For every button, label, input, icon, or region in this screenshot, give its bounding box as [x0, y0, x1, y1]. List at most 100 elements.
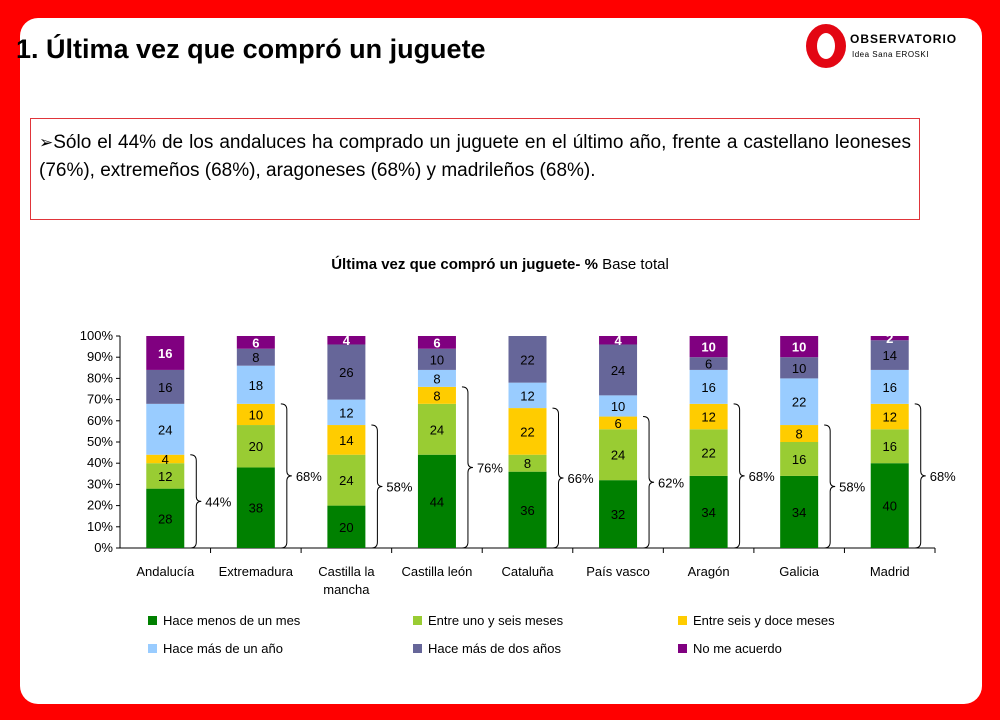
- y-tick-label: 30%: [87, 476, 113, 491]
- bar-segment: [327, 505, 366, 548]
- data-label: 6: [252, 335, 259, 350]
- x-tick-label: mancha: [323, 582, 370, 597]
- data-label: 10: [249, 407, 263, 422]
- y-tick-label: 40%: [87, 455, 113, 470]
- x-tick-label: Castilla león: [402, 564, 473, 579]
- legend-swatch: [148, 615, 157, 625]
- data-label: 6: [433, 335, 440, 350]
- bar-segment: [689, 357, 728, 370]
- legend-swatch: [678, 643, 687, 653]
- x-tick-label: Galicia: [779, 564, 820, 579]
- data-label: 20: [249, 439, 263, 454]
- x-tick-label: Andalucía: [136, 564, 195, 579]
- legend-label: No me acuerdo: [693, 640, 782, 656]
- bar-segment: [870, 336, 909, 341]
- data-label: 18: [249, 378, 263, 393]
- logo-ring-icon: [806, 24, 846, 68]
- x-tick-label: Madrid: [870, 564, 910, 579]
- data-label: 24: [158, 422, 172, 437]
- data-label: 8: [433, 388, 440, 403]
- data-label: 12: [701, 410, 715, 425]
- bar-segment: [146, 336, 185, 370]
- bar-segment: [689, 336, 728, 358]
- data-label: 16: [792, 452, 806, 467]
- year-bracket: [643, 416, 655, 549]
- bar-segment: [417, 454, 456, 548]
- x-tick-label: Aragón: [688, 564, 730, 579]
- logo-name: OBSERVATORIO: [850, 32, 958, 46]
- bar-segment: [146, 369, 185, 404]
- bar-segment: [870, 429, 909, 464]
- bar-segment: [508, 471, 547, 548]
- data-label: 22: [520, 352, 534, 367]
- data-label: 34: [701, 505, 715, 520]
- legend-label: Hace más de un año: [163, 640, 283, 656]
- data-label: 16: [882, 439, 896, 454]
- legend-label: Entre uno y seis meses: [428, 612, 564, 628]
- legend-item: Entre seis y doce meses: [678, 610, 835, 630]
- year-bracket: [824, 424, 836, 549]
- bar-segment: [870, 369, 909, 404]
- data-label: 4: [343, 333, 351, 348]
- legend-item: Hace más de un año: [148, 638, 283, 658]
- bar-segment: [599, 429, 638, 481]
- y-tick-label: 50%: [87, 434, 113, 449]
- data-label: 16: [158, 346, 172, 361]
- summary-text: Sólo el 44% de los andaluces ha comprado…: [39, 132, 911, 181]
- x-tick-label: Castilla la: [318, 564, 375, 579]
- data-label: 4: [162, 452, 169, 467]
- bar-segment: [870, 463, 909, 548]
- y-tick-label: 100%: [80, 328, 114, 343]
- legend-label: Entre seis y doce meses: [693, 612, 835, 628]
- data-label: 22: [701, 446, 715, 461]
- legend-label: Hace más de dos años: [428, 640, 561, 656]
- data-label: 10: [701, 340, 715, 355]
- y-tick-label: 0%: [94, 540, 113, 555]
- data-label: 36: [520, 503, 534, 518]
- data-label: 8: [433, 371, 440, 386]
- data-label: 6: [614, 416, 621, 431]
- bar-segment: [236, 425, 275, 468]
- chart-title-rest: Base total: [597, 256, 669, 273]
- bar-segment: [417, 348, 456, 370]
- bar-segment: [146, 488, 185, 548]
- data-label: 26: [339, 365, 353, 380]
- bracket-annotation: 44%: [205, 494, 231, 509]
- data-label: 20: [339, 520, 353, 535]
- bar-segment: [146, 454, 185, 464]
- page-title: 1. Última vez que compró un juguete: [16, 34, 486, 64]
- data-label: 10: [430, 352, 444, 367]
- year-bracket: [280, 403, 292, 549]
- logo-subtitle: Idea Sana EROSKI: [852, 50, 929, 59]
- data-label: 40: [882, 499, 896, 514]
- arrow-bullet-icon: ➢: [39, 133, 54, 152]
- bracket-annotation: 68%: [930, 469, 956, 484]
- bar-segment: [599, 480, 638, 548]
- bar-segment: [508, 408, 547, 455]
- bar-segment: [236, 403, 275, 426]
- bar-segment: [599, 416, 638, 430]
- y-tick-label: 80%: [87, 370, 113, 385]
- data-label: 2: [886, 331, 893, 346]
- bar-segment: [508, 382, 547, 409]
- bar-segment: [780, 378, 819, 426]
- data-label: 32: [611, 507, 625, 522]
- bar-segment: [327, 336, 366, 345]
- y-tick-label: 10%: [87, 519, 113, 534]
- bar-segment: [599, 336, 638, 345]
- data-label: 22: [792, 395, 806, 410]
- bracket-annotation: 76%: [477, 460, 503, 475]
- legend-item: Hace más de dos años: [413, 638, 561, 658]
- data-label: 10: [611, 399, 625, 414]
- y-tick-label: 60%: [87, 413, 113, 428]
- legend-item: Entre uno y seis meses: [413, 610, 563, 630]
- bar-segment: [780, 336, 819, 358]
- x-tick-label: País vasco: [586, 564, 650, 579]
- chart-title-bold: Última vez que compró un juguete- %: [331, 256, 598, 273]
- bar-segment: [146, 463, 185, 489]
- chart-title: Última vez que compró un juguete- % Base…: [0, 256, 1000, 273]
- bar-segment: [417, 336, 456, 349]
- data-label: 16: [701, 380, 715, 395]
- bar-segment: [870, 340, 909, 370]
